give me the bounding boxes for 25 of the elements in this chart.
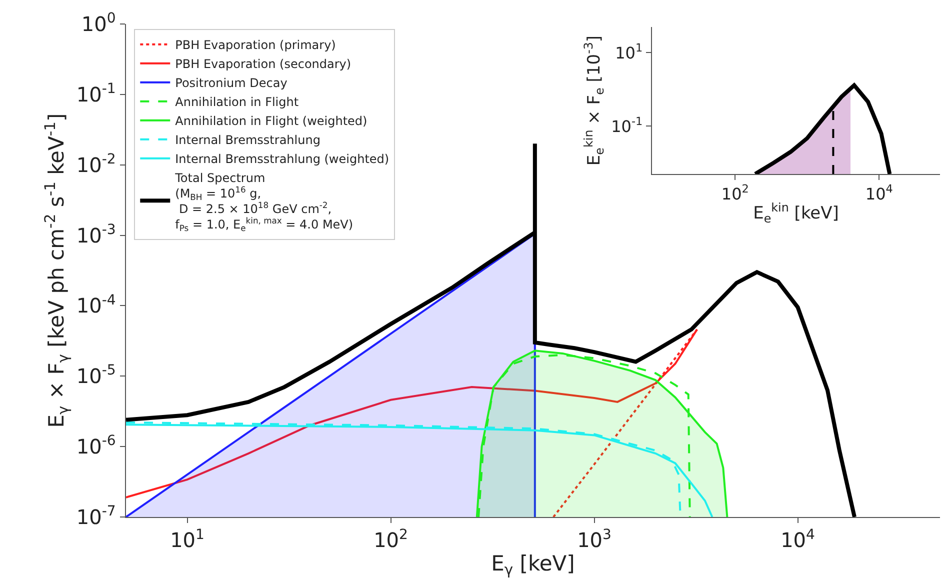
legend-label: Internal Bremsstrahlung (weighted) xyxy=(175,152,390,166)
x-axis-title: E$_{e}$$^{kin}$ [keV] xyxy=(753,200,839,226)
x-tick-label: 10$^{2}$ xyxy=(374,526,408,552)
legend-label: Internal Bremsstrahlung xyxy=(175,133,320,148)
x-tick-label: 10$^{1}$ xyxy=(170,526,204,552)
x-tick-label: 10$^{4}$ xyxy=(865,182,893,204)
y-tick-label: 10$^{-3}$ xyxy=(76,222,116,248)
y-tick-label: 10$^{-1}$ xyxy=(611,115,643,136)
x-tick-label: 10$^{3}$ xyxy=(577,526,612,552)
legend-label: Annihilation in Flight (weighted) xyxy=(175,114,368,128)
legend-label: Annihilation in Flight xyxy=(175,95,299,110)
x-tick-label: 10$^{2}$ xyxy=(721,182,749,204)
legend-label: Positronium Decay xyxy=(175,76,288,90)
legend-label: PBH Evaporation (secondary) xyxy=(175,57,352,72)
y-tick-label: 10$^{-2}$ xyxy=(76,151,116,177)
y-tick-label: 10$^{0}$ xyxy=(81,10,116,36)
y-tick-label: 10$^{-7}$ xyxy=(76,504,116,529)
y-tick-label: 10$^{-5}$ xyxy=(76,362,116,388)
x-tick-label: 10$^{4}$ xyxy=(780,526,816,552)
y-tick-label: 10$^{-4}$ xyxy=(76,292,116,318)
y-tick-label: 10$^{-6}$ xyxy=(76,433,116,459)
x-axis-title: E$_{γ}$ [keV] xyxy=(491,551,575,579)
y-tick-label: 10$^{-1}$ xyxy=(76,81,116,106)
text: Total Spectrum (M$_{BH}$ = 10$^{16}$ g, D = 2.5 × 10$^{18}$ GeV cm$^{-2}$, f$_{Ps}$ = 1.0, E$_{e}$$^{kin, max}$ = 4.0 MeV) xyxy=(175,170,354,234)
legend-label: PBH Evaporation (primary) xyxy=(175,38,336,52)
